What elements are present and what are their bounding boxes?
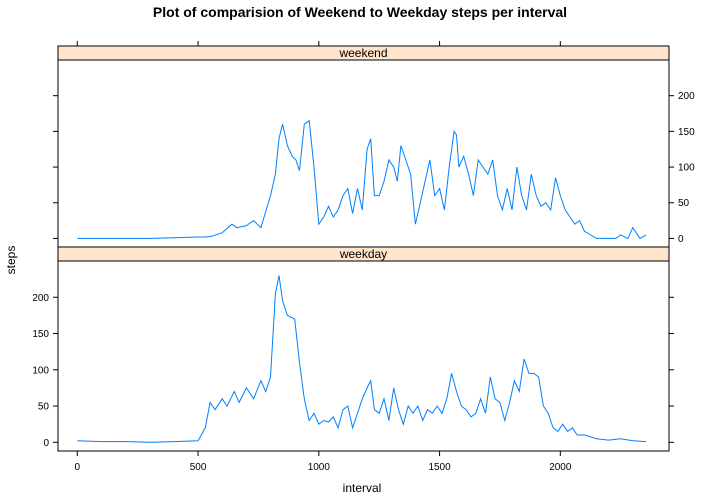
y-tick-label: 150 [32,329,49,340]
x-tick-label: 1500 [428,462,451,473]
panel-weekend: weekend 0 50 100 150 200 [53,45,695,248]
y-tick-label: 200 [678,91,695,102]
strip-label-weekday: weekday [339,247,387,261]
panel-frame-weekday [57,260,670,452]
y-axis-label: steps [4,246,18,275]
x-axis-label: interval [343,481,382,495]
x-tick-label: 2000 [549,462,572,473]
panel-weekday: weekday 0 50 100 150 200 [32,246,674,452]
y-tick-label: 0 [678,234,684,245]
x-tick-label: 500 [190,462,207,473]
x-tick-label: 0 [75,462,81,473]
y-tick-label: 50 [678,198,690,209]
strip-label-weekend: weekend [338,46,387,60]
series-line-weekday [77,275,647,443]
y-tick-label: 100 [32,365,49,376]
y-tick-label: 50 [38,402,50,413]
y-tick-label: 100 [678,163,695,174]
series-line-weekend [77,119,647,240]
y-tick-label: 200 [32,293,49,304]
panel-frame-weekend [57,59,670,248]
y-tick-label: 150 [678,127,695,138]
y-tick-label: 0 [43,438,49,449]
chart-title: Plot of comparision of Weekend to Weekda… [153,4,567,20]
x-tick-label: 1000 [308,462,331,473]
